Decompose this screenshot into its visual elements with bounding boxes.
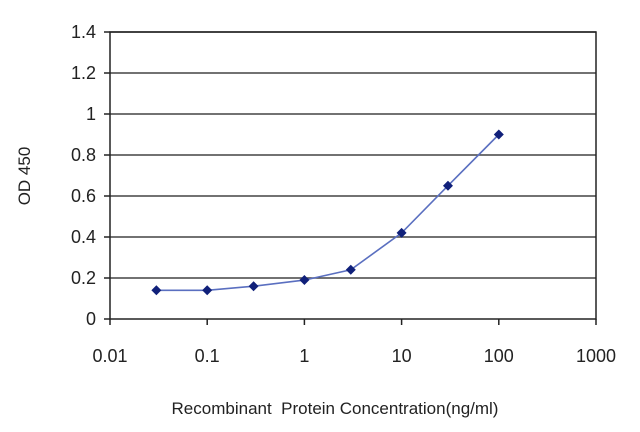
y-tick-label: 0.6 bbox=[71, 186, 96, 206]
x-axis-label: Recombinant Protein Concentration(ng/ml) bbox=[172, 399, 499, 418]
data-point bbox=[151, 285, 162, 296]
data-point bbox=[442, 180, 453, 191]
data-point bbox=[299, 275, 310, 286]
x-tick-label: 10 bbox=[392, 346, 412, 366]
y-tick-label: 1 bbox=[86, 104, 96, 124]
y-tick-label: 0 bbox=[86, 309, 96, 329]
y-tick-label: 1.2 bbox=[71, 63, 96, 83]
data-point bbox=[396, 227, 407, 238]
y-tick-label: 0.4 bbox=[71, 227, 96, 247]
x-tick-label: 1 bbox=[299, 346, 309, 366]
y-tick-label: 1.4 bbox=[71, 22, 96, 42]
data-point bbox=[493, 129, 504, 140]
data-point bbox=[202, 285, 213, 296]
x-tick-label: 100 bbox=[484, 346, 514, 366]
data-point bbox=[345, 264, 356, 275]
series-line bbox=[156, 133, 500, 292]
y-tick-label: 0.8 bbox=[71, 145, 96, 165]
y-tick-label: 0.2 bbox=[71, 268, 96, 288]
axes bbox=[104, 31, 597, 325]
x-tick-labels: 0.01 0.1 1 10 100 1000 bbox=[92, 346, 616, 366]
y-axis-label: OD 450 bbox=[15, 147, 34, 206]
plot-frame bbox=[109, 31, 597, 320]
x-tick-label: 0.1 bbox=[195, 346, 220, 366]
y-tick-labels: 0 0.2 0.4 0.6 0.8 1 1.2 1.4 bbox=[71, 22, 96, 329]
grid-lines bbox=[110, 31, 596, 279]
data-point bbox=[248, 281, 259, 292]
data-series bbox=[151, 129, 504, 296]
x-tick-label: 1000 bbox=[576, 346, 616, 366]
x-tick-label: 0.01 bbox=[92, 346, 127, 366]
